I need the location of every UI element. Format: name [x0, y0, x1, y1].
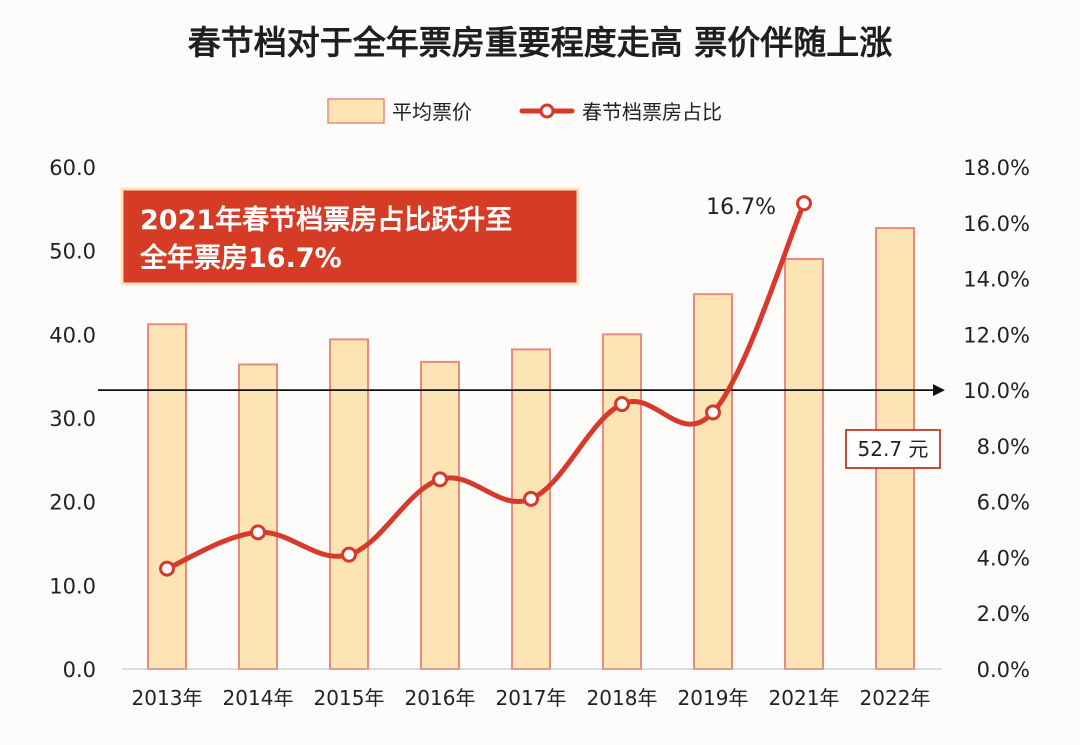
x-tick-label: 2019年	[678, 686, 749, 710]
x-tick-label: 2017年	[496, 686, 567, 710]
peak-value-label: 16.7%	[706, 195, 776, 220]
left-tick-label: 40.0	[49, 323, 96, 347]
share-point	[523, 490, 539, 507]
chart-title: 春节档对于全年票房重要程度走高 票价伴随上涨	[188, 23, 893, 62]
bar-series	[147, 227, 915, 670]
bar-avg-price	[511, 348, 551, 670]
left-axis: 0.0 10.0 20.0 30.0 40.0 50.0 60.0	[49, 156, 96, 682]
bar-avg-price	[238, 363, 278, 670]
right-tick-label: 4.0%	[977, 546, 1030, 570]
callout-background	[120, 187, 580, 286]
x-tick-label: 2022年	[860, 686, 931, 710]
x-tick-label: 2014年	[223, 686, 294, 710]
right-tick-label: 12.0%	[963, 323, 1030, 347]
right-tick-label: 10.0%	[963, 379, 1030, 403]
callout-line-2: 全年票房16.7%	[139, 242, 342, 274]
x-tick-label: 2021年	[769, 686, 840, 710]
bar-avg-price	[693, 293, 733, 670]
right-tick-label: 8.0%	[977, 435, 1030, 459]
callout-line-1: 2021年春节档票房占比跃升至	[140, 204, 512, 236]
callout-box: 2021年春节档票房占比跃升至 全年票房16.7%	[120, 187, 580, 286]
share-point	[432, 471, 448, 488]
x-axis: 2013年 2014年 2015年 2016年 2017年 2018年 2019年 2021年…	[132, 686, 931, 710]
right-tick-label: 2.0%	[977, 602, 1030, 626]
legend-label-share: 春节档票房占比	[582, 100, 722, 124]
bar-avg-price	[147, 323, 187, 670]
x-tick-label: 2015年	[314, 686, 385, 710]
right-tick-label: 0.0%	[977, 658, 1030, 682]
left-tick-label: 60.0	[49, 156, 96, 180]
bar-avg-price	[329, 338, 369, 670]
x-tick-label: 2018年	[587, 686, 658, 710]
legend: 平均票价 春节档票房占比	[327, 98, 722, 124]
bar-avg-price	[784, 258, 824, 670]
left-tick-label: 10.0	[49, 574, 96, 598]
share-point	[159, 560, 175, 577]
share-point	[796, 195, 812, 212]
right-axis: 0.0% 2.0% 4.0% 6.0% 8.0% 10.0% 12.0% 14.0% 16.0%…	[963, 156, 1030, 682]
legend-marker-share	[539, 103, 555, 119]
x-tick-label: 2013年	[132, 686, 203, 710]
share-point	[705, 404, 721, 421]
right-tick-label: 18.0%	[963, 156, 1030, 180]
right-tick-label: 6.0%	[977, 491, 1030, 515]
x-tick-label: 2016年	[405, 686, 476, 710]
price-label-box: 52.7 元	[845, 429, 941, 469]
share-point	[614, 396, 630, 413]
share-points	[159, 195, 812, 577]
left-tick-label: 50.0	[49, 240, 96, 264]
bar-avg-price	[420, 360, 460, 670]
right-tick-label: 14.0%	[963, 268, 1030, 292]
legend-swatch-avg-price	[327, 98, 385, 124]
left-tick-label: 30.0	[49, 407, 96, 431]
share-point	[341, 546, 357, 563]
bar-avg-price	[602, 333, 642, 670]
legend-label-avg-price: 平均票价	[392, 100, 472, 124]
price-label-background	[845, 429, 941, 469]
left-tick-label: 0.0	[63, 658, 96, 682]
right-tick-label: 16.0%	[963, 212, 1030, 236]
share-point	[250, 524, 266, 541]
left-tick-label: 20.0	[49, 491, 96, 515]
price-label-text: 52.7 元	[858, 437, 929, 461]
